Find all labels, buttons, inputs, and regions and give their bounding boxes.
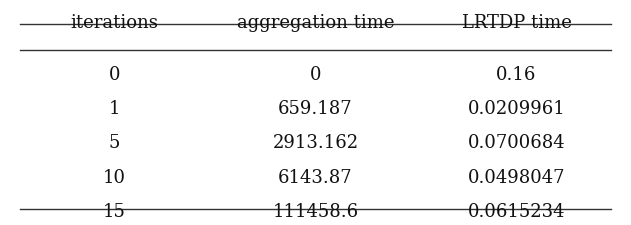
Text: aggregation time: aggregation time — [237, 14, 394, 32]
Text: LRTDP time: LRTDP time — [462, 14, 572, 32]
Text: 2913.162: 2913.162 — [273, 135, 358, 153]
Text: 0: 0 — [109, 66, 121, 84]
Text: 111458.6: 111458.6 — [273, 203, 358, 221]
Text: 1: 1 — [109, 100, 121, 118]
Text: 10: 10 — [103, 169, 126, 187]
Text: 659.187: 659.187 — [278, 100, 353, 118]
Text: 0.0700684: 0.0700684 — [468, 135, 565, 153]
Text: 0.16: 0.16 — [497, 66, 537, 84]
Text: 0.0209961: 0.0209961 — [468, 100, 565, 118]
Text: 15: 15 — [103, 203, 126, 221]
Text: 0.0615234: 0.0615234 — [468, 203, 565, 221]
Text: iterations: iterations — [71, 14, 158, 32]
Text: 6143.87: 6143.87 — [278, 169, 353, 187]
Text: 5: 5 — [109, 135, 120, 153]
Text: 0: 0 — [310, 66, 321, 84]
Text: 0.0498047: 0.0498047 — [468, 169, 565, 187]
